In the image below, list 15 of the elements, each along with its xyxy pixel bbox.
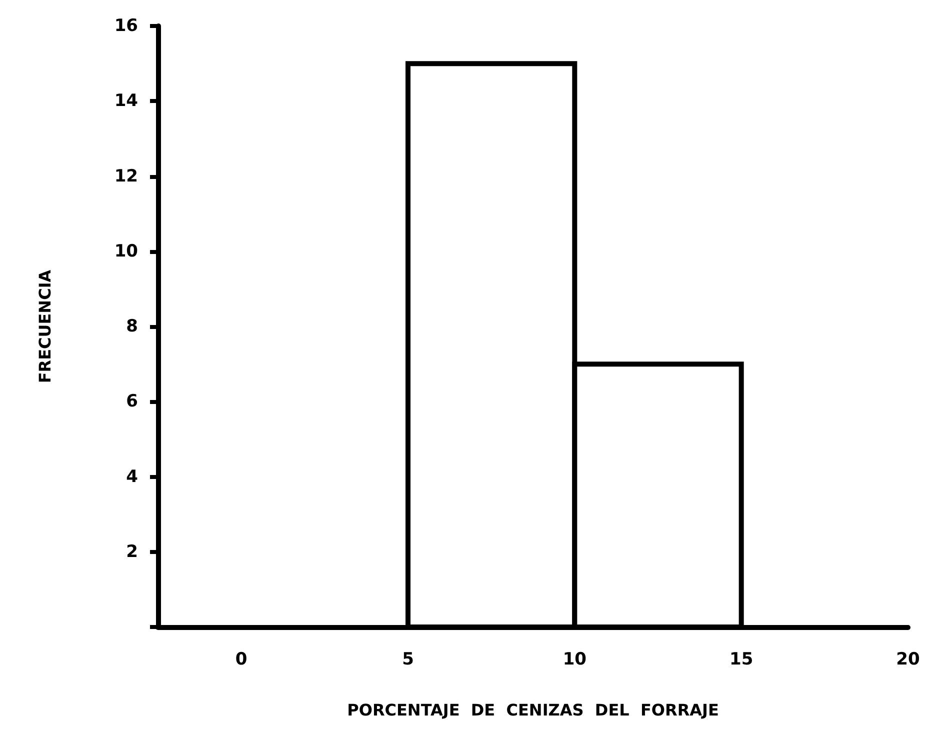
y-tick-label: 14 [114,91,138,112]
x-tick-label: 0 [235,650,248,670]
y-tick-label: 4 [126,466,138,487]
y-tick-label: 12 [114,166,138,186]
x-tick-label: 20 [896,650,920,670]
y-tick-label: 2 [126,542,138,562]
y-tick-label: 10 [114,241,138,262]
y-axis-title: FRECUENCIA [36,269,54,384]
y-tick-label: 16 [114,16,138,36]
x-axis-title: PORCENTAJE DE CENIZAS DEL FORRAJE [347,700,719,720]
x-tick-label: 15 [729,650,754,670]
x-tick-label: 10 [562,650,587,670]
x-tick-label: 5 [402,650,414,670]
y-tick-label: 6 [126,392,138,412]
y-tick-label: 8 [126,316,138,336]
